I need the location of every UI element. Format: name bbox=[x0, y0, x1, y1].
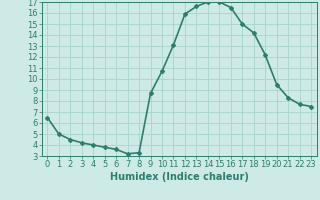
X-axis label: Humidex (Indice chaleur): Humidex (Indice chaleur) bbox=[110, 172, 249, 182]
